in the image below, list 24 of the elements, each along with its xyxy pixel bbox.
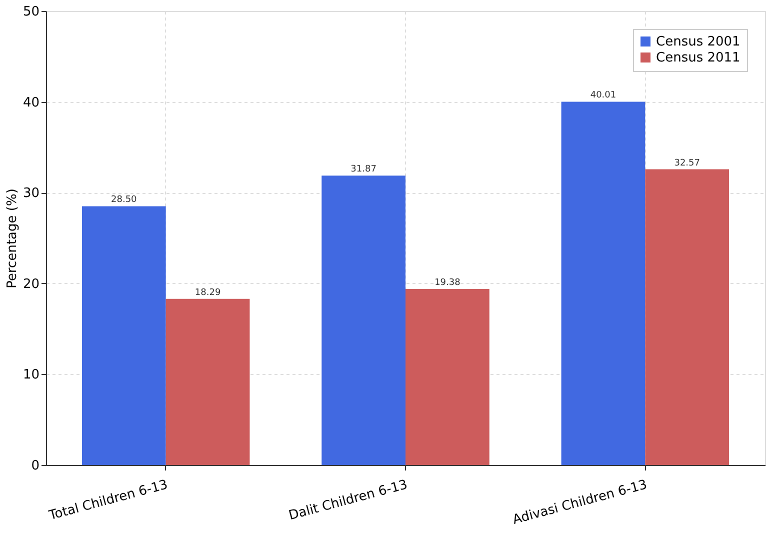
x-tick-label: Dalit Children 6-13 — [287, 478, 410, 524]
data-label: 28.50 — [111, 195, 138, 206]
y-tick-label: 40 — [22, 95, 40, 110]
bar — [322, 176, 406, 465]
y-tick-label: 30 — [22, 186, 40, 202]
y-tick-label: 10 — [22, 368, 40, 383]
y-tick-label: 50 — [22, 4, 40, 20]
y-axis-title: Percentage (%) — [4, 188, 20, 288]
data-label: 31.87 — [350, 164, 376, 175]
legend-label: Census 2011 — [656, 50, 740, 66]
data-label: 18.29 — [194, 288, 221, 298]
bar — [166, 298, 250, 465]
y-tick-label: 20 — [22, 276, 40, 292]
legend-label: Census 2001 — [656, 34, 740, 50]
x-tick-label: Adivasi Children 6-13 — [511, 478, 649, 528]
data-label: 40.01 — [590, 90, 616, 101]
x-tick-label: Total Children 6-13 — [46, 478, 170, 524]
bar — [406, 289, 490, 465]
bar — [645, 169, 730, 465]
data-label: 32.57 — [674, 158, 700, 168]
data-label: 19.38 — [434, 278, 461, 288]
y-tick-label: 0 — [31, 458, 40, 474]
bar — [82, 206, 166, 465]
bar — [561, 102, 646, 465]
